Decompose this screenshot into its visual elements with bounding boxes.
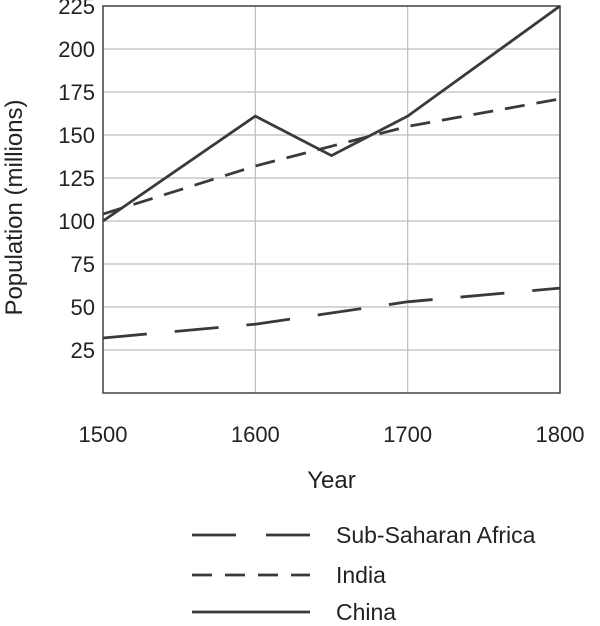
x-axis-ticks: 1500 1600 1700 1800 <box>79 422 585 447</box>
x-tick-label: 1600 <box>231 422 280 447</box>
legend-label: India <box>336 562 386 588</box>
x-axis-label: Year <box>307 467 356 494</box>
y-tick-label: 175 <box>58 80 95 105</box>
y-tick-label: 200 <box>58 37 95 62</box>
series-lines <box>102 4 561 340</box>
y-tick-label: 125 <box>58 166 95 191</box>
y-axis-label: Population (millions) <box>1 99 28 315</box>
x-tick-label: 1700 <box>383 422 432 447</box>
y-tick-label: 100 <box>58 209 95 234</box>
series-line-sub-saharan-africa <box>102 286 561 340</box>
legend: Sub-Saharan Africa India China <box>192 522 536 625</box>
y-tick-label: 25 <box>71 338 95 363</box>
y-tick-label: 75 <box>71 252 95 277</box>
y-tick-label: 50 <box>71 295 95 320</box>
plot-frame <box>102 5 561 394</box>
grid <box>102 5 561 393</box>
y-tick-label: 225 <box>58 0 95 19</box>
x-tick-label: 1500 <box>79 422 128 447</box>
y-axis-ticks: 25 50 75 100 125 150 175 200 225 <box>58 0 95 363</box>
series-line-india <box>102 97 561 216</box>
x-tick-label: 1800 <box>536 422 585 447</box>
y-tick-label: 150 <box>58 123 95 148</box>
series-line-china <box>102 4 561 223</box>
legend-label: China <box>336 599 396 625</box>
legend-label: Sub-Saharan Africa <box>336 522 536 548</box>
